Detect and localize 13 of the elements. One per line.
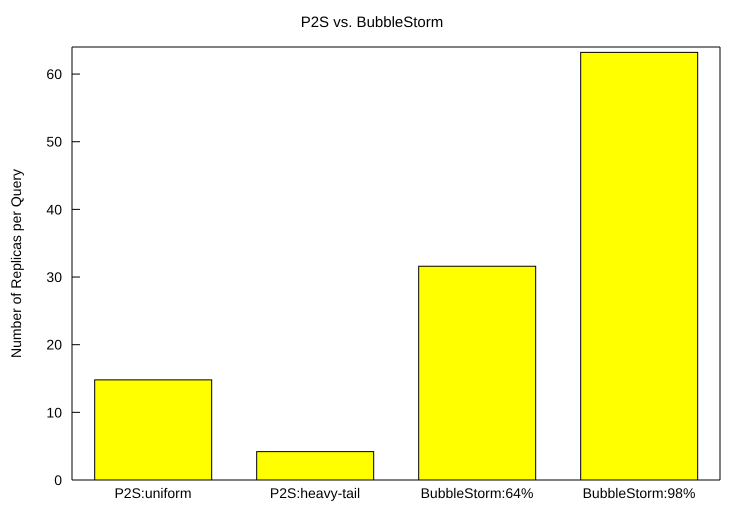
y-tick-label: 20: [46, 336, 62, 353]
y-axis-title: Number of Replicas per Query: [8, 168, 24, 358]
y-tick-label: 0: [54, 472, 62, 488]
y-tick-label: 40: [46, 201, 62, 218]
y-tick-label: 10: [46, 404, 62, 420]
x-tick-label: BubbleStorm:98%: [582, 484, 696, 501]
x-tick-label: BubbleStorm:64%: [420, 484, 534, 501]
y-tick-label: 30: [46, 269, 62, 285]
y-tick-label: 50: [46, 134, 62, 150]
x-tick-label: P2S:uniform: [114, 484, 192, 501]
y-tick-label: 60: [46, 66, 62, 82]
x-tick-label: P2S:heavy-tail: [270, 484, 360, 501]
chart-title: P2S vs. BubbleStorm: [300, 14, 444, 31]
